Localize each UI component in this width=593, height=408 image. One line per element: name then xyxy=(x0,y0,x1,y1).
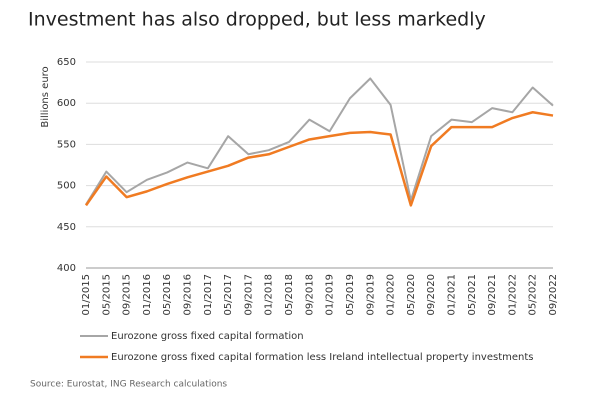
legend-label: Eurozone gross fixed capital formation xyxy=(111,331,304,342)
x-tick-label: 01/2017 xyxy=(203,274,214,316)
x-tick-label: 05/2022 xyxy=(528,274,539,316)
y-tick-label: 550 xyxy=(57,139,76,150)
series-line xyxy=(84,111,554,207)
x-tick-label: 09/2020 xyxy=(426,274,437,316)
x-tick-label: 05/2021 xyxy=(467,274,478,316)
chart-title: Investment has also dropped, but less ma… xyxy=(28,9,486,31)
x-tick-label: 09/2018 xyxy=(304,274,315,316)
x-tick-label: 09/2022 xyxy=(548,274,559,316)
x-tick-label: 01/2015 xyxy=(81,274,92,316)
y-tick-label: 450 xyxy=(57,222,76,233)
x-tick-label: 01/2021 xyxy=(446,274,457,316)
x-tick-label: 09/2019 xyxy=(365,274,376,316)
x-tick-label: 01/2020 xyxy=(386,274,397,316)
x-tick-label: 05/2016 xyxy=(162,274,173,316)
y-tick-label: 600 xyxy=(57,98,76,109)
x-tick-label: 01/2019 xyxy=(325,274,336,316)
x-tick-label: 05/2018 xyxy=(284,274,295,316)
x-tick-label: 09/2017 xyxy=(243,274,254,316)
x-tick-label: 01/2018 xyxy=(264,274,275,316)
x-tick-label: 01/2022 xyxy=(507,274,518,316)
x-tick-label: 01/2016 xyxy=(142,274,153,316)
x-tick-label: 05/2019 xyxy=(345,274,356,316)
x-tick-label: 05/2020 xyxy=(406,274,417,316)
x-tick-label: 09/2016 xyxy=(183,274,194,316)
source: Source: Eurostat, ING Research calculati… xyxy=(30,380,227,390)
y-tick-label: 650 xyxy=(57,57,76,68)
y-tick-label: 400 xyxy=(57,263,76,274)
y-axis-label: Billions euro xyxy=(40,66,51,127)
x-tick-label: 09/2015 xyxy=(122,274,133,316)
x-tick-label: 05/2017 xyxy=(223,274,234,316)
legend-label: Eurozone gross fixed capital formation l… xyxy=(111,352,533,363)
series-line xyxy=(85,77,554,206)
x-tick-label: 05/2015 xyxy=(101,274,112,316)
y-tick-label: 500 xyxy=(57,181,76,192)
x-tick-label: 09/2021 xyxy=(487,274,498,316)
